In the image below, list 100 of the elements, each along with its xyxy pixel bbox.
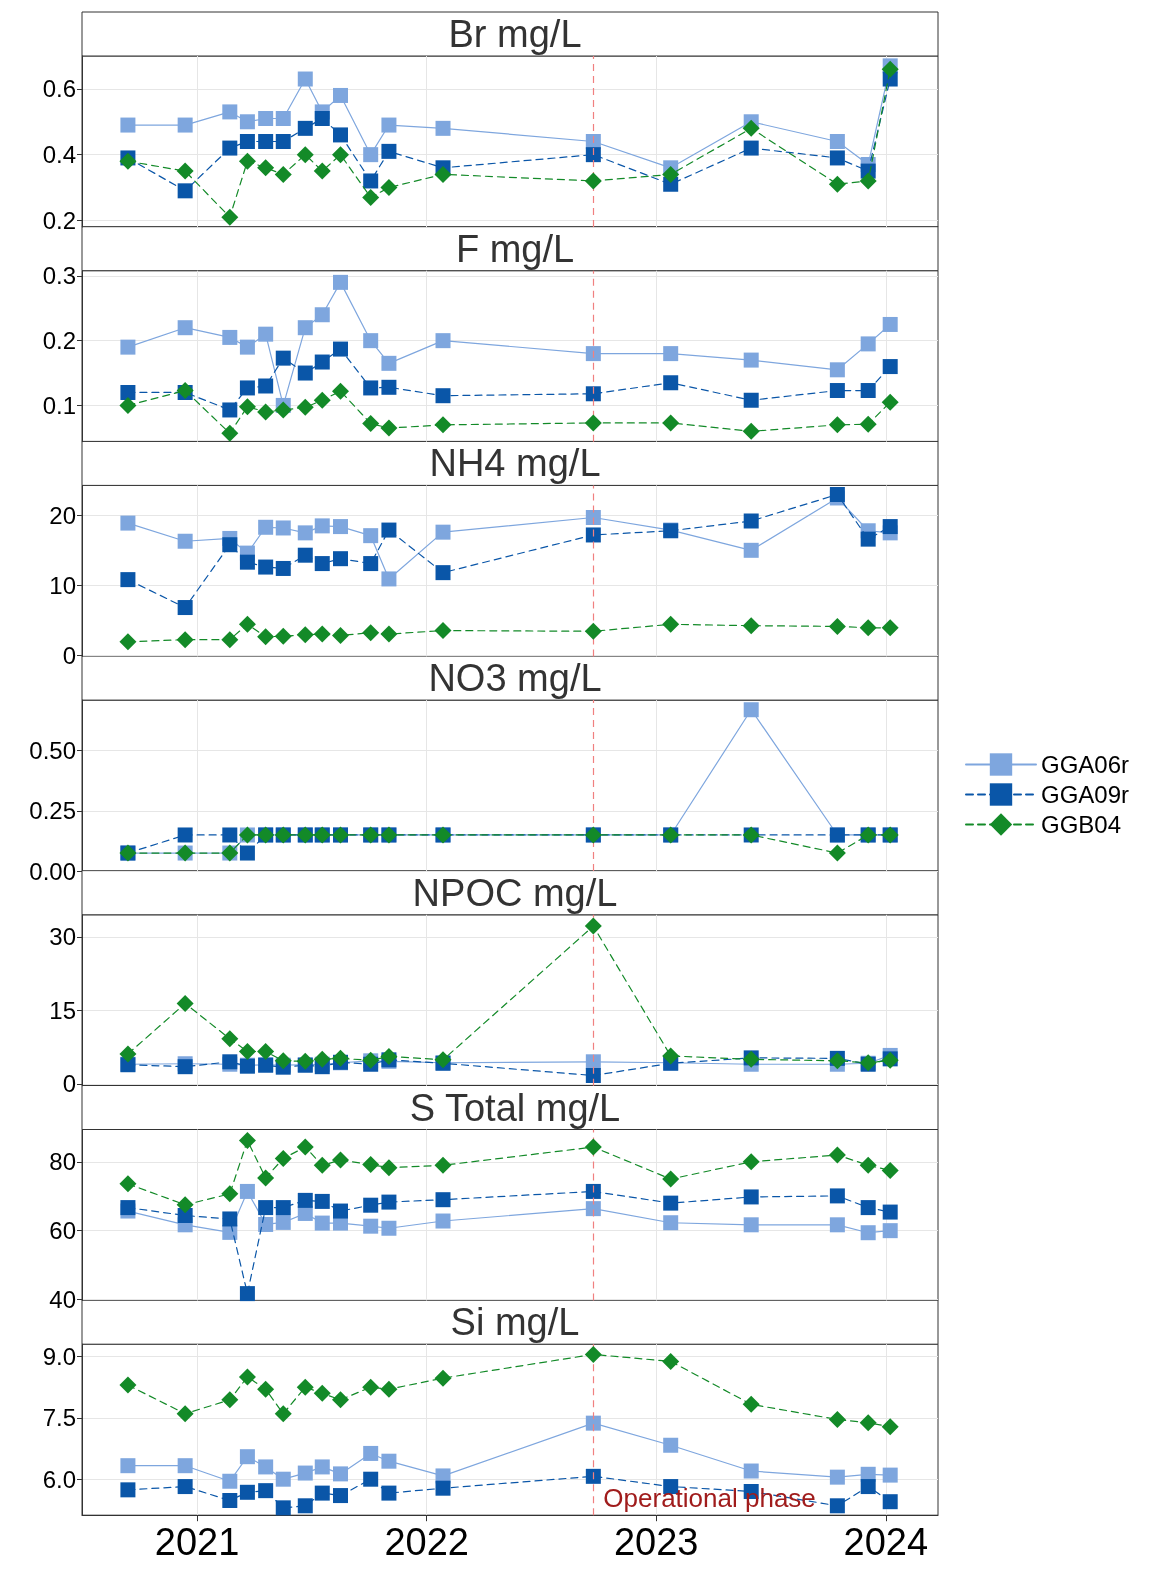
point — [860, 531, 876, 547]
point — [297, 1498, 313, 1514]
point — [239, 134, 255, 149]
point — [314, 556, 330, 572]
point — [332, 626, 349, 644]
point — [381, 1194, 397, 1210]
point — [860, 1479, 876, 1495]
point — [297, 71, 313, 87]
point — [381, 571, 397, 587]
point — [313, 625, 331, 643]
point — [258, 1483, 274, 1499]
point — [177, 320, 193, 336]
point — [258, 1459, 274, 1475]
point — [828, 175, 846, 193]
point — [381, 522, 397, 538]
point — [275, 1214, 291, 1230]
chart-title: S Total mg/L — [409, 1086, 621, 1129]
point — [859, 1156, 877, 1174]
point — [120, 339, 136, 355]
point — [222, 329, 238, 345]
point — [313, 162, 331, 180]
y-tick-label: 0.2 — [42, 206, 76, 234]
y-tick-label: 0.1 — [42, 391, 76, 419]
chart-title: NO3 mg/L — [428, 657, 602, 700]
point — [177, 1479, 193, 1495]
point — [860, 1200, 876, 1216]
point — [275, 110, 291, 126]
point — [663, 1195, 679, 1211]
point — [584, 917, 602, 935]
point — [314, 307, 330, 323]
point — [828, 617, 846, 635]
point — [333, 341, 348, 357]
point — [222, 104, 238, 120]
point — [362, 1378, 380, 1396]
point — [363, 333, 379, 349]
y-tick-label: 15 — [49, 996, 76, 1024]
point — [363, 1218, 379, 1234]
point — [662, 615, 680, 633]
point — [119, 1175, 137, 1193]
point — [275, 350, 291, 366]
point — [257, 1043, 275, 1060]
point — [380, 1159, 398, 1177]
point — [743, 140, 759, 156]
point — [584, 414, 602, 432]
point — [829, 134, 845, 149]
point — [585, 346, 601, 362]
point — [662, 414, 680, 432]
chart-title: Si mg/L — [450, 1301, 580, 1344]
point — [274, 165, 292, 183]
point — [239, 1484, 255, 1500]
point — [296, 1378, 314, 1396]
point — [313, 1050, 331, 1068]
point — [333, 274, 348, 290]
point — [314, 110, 330, 126]
point — [296, 398, 314, 416]
point — [177, 183, 193, 199]
point — [297, 1465, 313, 1481]
y-tick-label: 7.5 — [42, 1404, 76, 1432]
point — [860, 336, 876, 352]
point — [177, 1458, 193, 1474]
point — [221, 1185, 239, 1203]
point — [363, 1197, 379, 1213]
point — [362, 1156, 380, 1174]
point — [314, 354, 330, 370]
point — [662, 1170, 680, 1188]
point — [258, 378, 274, 394]
point — [742, 1395, 760, 1413]
chart-title: NPOC mg/L — [412, 871, 618, 914]
point — [313, 391, 331, 409]
x-tick-label: 2024 — [843, 1521, 929, 1564]
point — [333, 87, 348, 103]
chart-title: NH4 mg/L — [429, 442, 601, 485]
point — [119, 396, 137, 414]
point — [381, 1220, 397, 1236]
point — [275, 560, 291, 576]
point — [381, 1485, 397, 1501]
point — [297, 365, 313, 381]
point — [585, 1468, 601, 1484]
point — [362, 415, 380, 433]
x-tick-label: 2023 — [613, 1521, 699, 1564]
point — [239, 845, 255, 861]
point — [333, 1488, 348, 1504]
y-tick-label: 0.50 — [29, 737, 76, 765]
legend-label: GGA06r — [1041, 751, 1130, 778]
point — [222, 1211, 238, 1227]
point — [829, 383, 845, 399]
point — [828, 844, 846, 862]
point — [742, 119, 760, 137]
point — [119, 633, 137, 651]
point — [829, 1498, 845, 1514]
point — [363, 1471, 379, 1487]
point — [663, 1215, 679, 1231]
point — [176, 994, 194, 1012]
point — [585, 1183, 601, 1199]
point — [258, 519, 274, 535]
point — [274, 1405, 292, 1423]
point — [859, 619, 877, 637]
point — [314, 518, 330, 534]
point — [743, 1189, 759, 1205]
point — [434, 1156, 452, 1174]
